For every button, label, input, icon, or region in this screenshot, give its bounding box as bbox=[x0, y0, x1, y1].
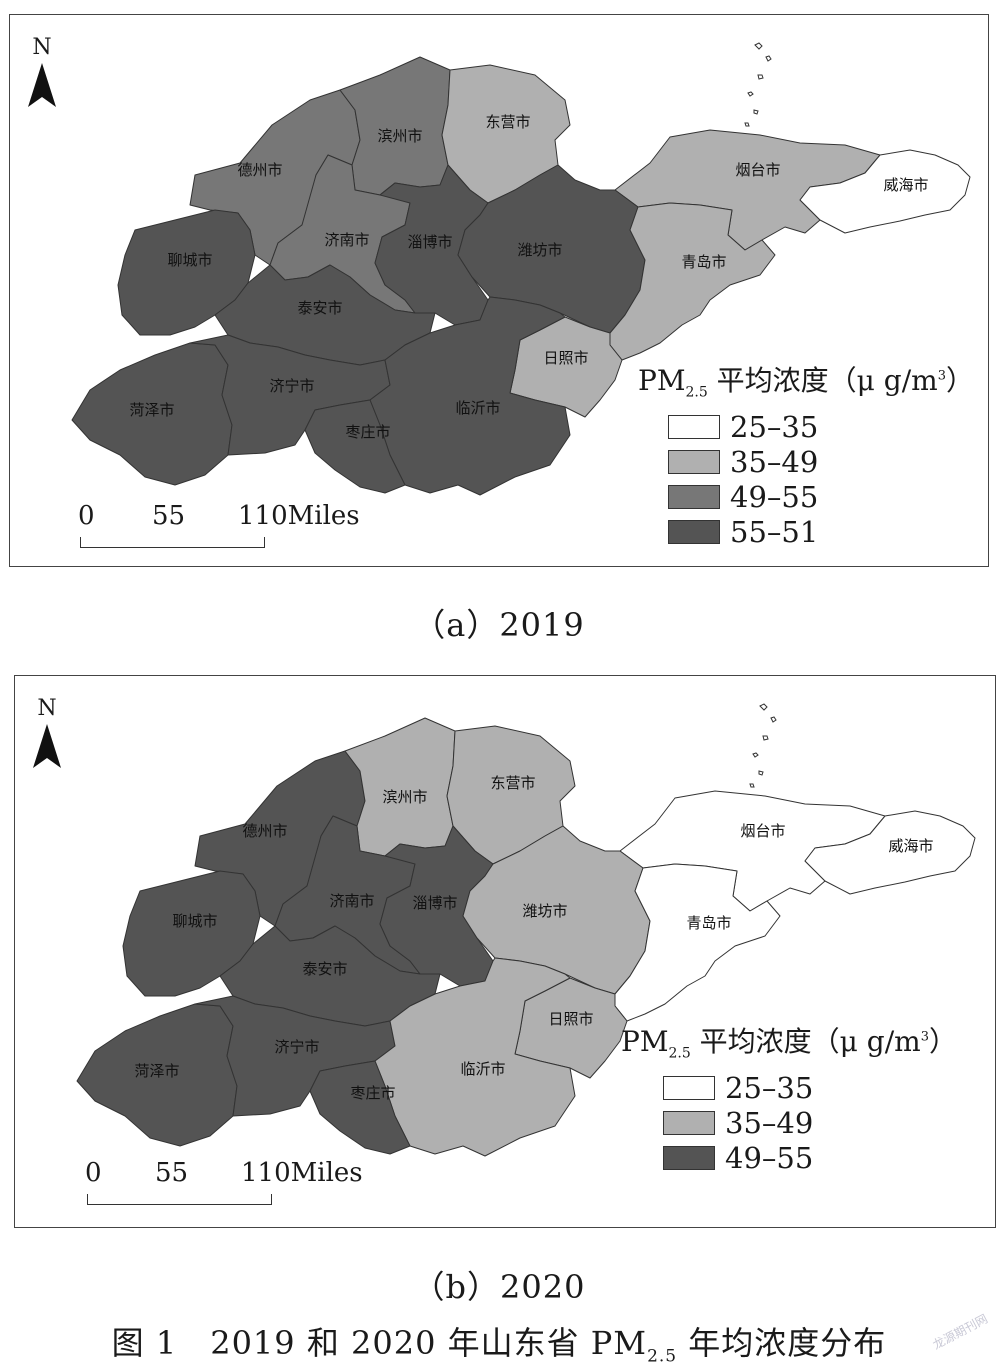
city-labels: 德州市 滨州市 东营市 烟台市 威海市 聊城市 济南市 淄博市 潍坊市 青岛市 … bbox=[134, 774, 933, 1102]
legend-swatch bbox=[663, 1146, 715, 1171]
city-label-qingdao: 青岛市 bbox=[686, 914, 731, 932]
city-label-zaozhuang: 枣庄市 bbox=[350, 1084, 395, 1102]
north-arrow: N bbox=[27, 698, 67, 768]
scale-label-110: 110Miles bbox=[241, 1158, 363, 1188]
shandong-map: 德州市 滨州市 东营市 烟台市 威海市 聊城市 济南市 淄博市 潍坊市 青岛市 … bbox=[76, 703, 976, 1157]
islands bbox=[749, 703, 777, 788]
scale-bar-line bbox=[80, 537, 265, 548]
scale-label-0: 0 bbox=[85, 1158, 102, 1188]
legend-title: PM2.5 平均浓度（μ g/m3） bbox=[638, 364, 974, 401]
city-label-liaocheng: 聊城市 bbox=[167, 251, 212, 269]
legend-items: 25–35 35–49 49–55 55–51 bbox=[668, 410, 974, 550]
city-label-weifang: 潍坊市 bbox=[522, 902, 567, 920]
city-label-jinan: 济南市 bbox=[329, 892, 374, 910]
region-weihai bbox=[799, 149, 971, 234]
city-label-zibo: 淄博市 bbox=[407, 233, 452, 251]
legend-item: 49–55 bbox=[663, 1141, 957, 1176]
city-label-linyi: 临沂市 bbox=[460, 1060, 505, 1078]
region-qingdao bbox=[614, 863, 781, 1022]
islands bbox=[744, 42, 772, 127]
legend: PM2.5 平均浓度（μ g/m3） 25–35 35–49 49–55 55–… bbox=[638, 367, 974, 550]
region-weihai bbox=[804, 810, 976, 895]
scale-label-55: 55 bbox=[155, 1158, 189, 1188]
caption-a: （a）2019 bbox=[413, 606, 585, 644]
city-label-weifang: 潍坊市 bbox=[517, 241, 562, 259]
city-label-jining: 济宁市 bbox=[274, 1038, 319, 1056]
scale-bar: 0 55 110Miles bbox=[78, 501, 378, 548]
legend-item: 49–55 bbox=[668, 480, 974, 515]
shandong-map: 德州市 滨州市 东营市 烟台市 威海市 聊城市 济南市 淄博市 潍坊市 青岛市 … bbox=[71, 42, 971, 496]
map-panel-2020: 德州市 滨州市 东营市 烟台市 威海市 聊城市 济南市 淄博市 潍坊市 青岛市 … bbox=[14, 675, 996, 1228]
city-label-rizhao: 日照市 bbox=[548, 1010, 593, 1028]
city-label-taian: 泰安市 bbox=[302, 960, 347, 978]
legend-swatch bbox=[668, 415, 720, 440]
scale-label-55: 55 bbox=[152, 501, 186, 531]
figure-caption: 图 1 2019 和 2020 年山东省 PM2.5 年均浓度分布 bbox=[111, 1324, 887, 1366]
legend: PM2.5 平均浓度（μ g/m3） 25–35 35–49 49–55 bbox=[621, 1028, 957, 1176]
legend-item: 35–49 bbox=[663, 1106, 957, 1141]
region-qingdao bbox=[609, 202, 776, 361]
legend-item: 35–49 bbox=[668, 445, 974, 480]
city-label-qingdao: 青岛市 bbox=[681, 253, 726, 271]
city-label-heze: 菏泽市 bbox=[129, 401, 174, 419]
scale-bar-line bbox=[87, 1194, 272, 1205]
city-label-heze: 菏泽市 bbox=[134, 1062, 179, 1080]
north-arrow-icon bbox=[28, 63, 56, 107]
legend-item: 25–35 bbox=[663, 1071, 957, 1106]
north-arrow-icon bbox=[33, 724, 61, 768]
city-label-zaozhuang: 枣庄市 bbox=[345, 423, 390, 441]
city-label-yantai: 烟台市 bbox=[735, 161, 780, 179]
scale-label-0: 0 bbox=[78, 501, 95, 531]
caption-b: （b）2020 bbox=[412, 1268, 586, 1306]
north-arrow: N bbox=[22, 37, 62, 107]
city-label-rizhao: 日照市 bbox=[543, 349, 588, 367]
legend-swatch bbox=[668, 485, 720, 510]
city-labels: 德州市 滨州市 东营市 烟台市 威海市 聊城市 济南市 淄博市 潍坊市 青岛市 … bbox=[129, 113, 928, 441]
legend-items: 25–35 35–49 49–55 bbox=[663, 1071, 957, 1176]
north-label: N bbox=[37, 696, 57, 721]
region-zaozhuang bbox=[309, 1060, 411, 1155]
city-label-binzhou: 滨州市 bbox=[382, 788, 427, 806]
city-label-linyi: 临沂市 bbox=[455, 399, 500, 417]
city-label-dezhou: 德州市 bbox=[242, 822, 287, 840]
scale-bar: 0 55 110Miles bbox=[85, 1158, 385, 1205]
legend-item: 55–51 bbox=[668, 515, 974, 550]
city-label-binzhou: 滨州市 bbox=[377, 127, 422, 145]
region-zaozhuang bbox=[304, 399, 406, 494]
city-label-taian: 泰安市 bbox=[297, 299, 342, 317]
city-label-dongying: 东营市 bbox=[490, 774, 535, 792]
legend-swatch bbox=[663, 1111, 715, 1136]
scale-label-110: 110Miles bbox=[238, 501, 360, 531]
city-label-weihai: 威海市 bbox=[888, 837, 933, 855]
north-label: N bbox=[32, 35, 52, 60]
city-label-zibo: 淄博市 bbox=[412, 894, 457, 912]
city-label-jining: 济宁市 bbox=[269, 377, 314, 395]
city-label-yantai: 烟台市 bbox=[740, 822, 785, 840]
map-panel-2019: 德州市 滨州市 东营市 烟台市 威海市 聊城市 济南市 淄博市 潍坊市 青岛市 … bbox=[9, 14, 989, 567]
city-label-dongying: 东营市 bbox=[485, 113, 530, 131]
city-label-dezhou: 德州市 bbox=[237, 161, 282, 179]
city-label-jinan: 济南市 bbox=[324, 231, 369, 249]
legend-swatch bbox=[668, 520, 720, 545]
legend-swatch bbox=[668, 450, 720, 475]
legend-title: PM2.5 平均浓度（μ g/m3） bbox=[621, 1025, 957, 1062]
legend-swatch bbox=[663, 1076, 715, 1101]
city-label-weihai: 威海市 bbox=[883, 176, 928, 194]
city-label-liaocheng: 聊城市 bbox=[172, 912, 217, 930]
legend-item: 25–35 bbox=[668, 410, 974, 445]
